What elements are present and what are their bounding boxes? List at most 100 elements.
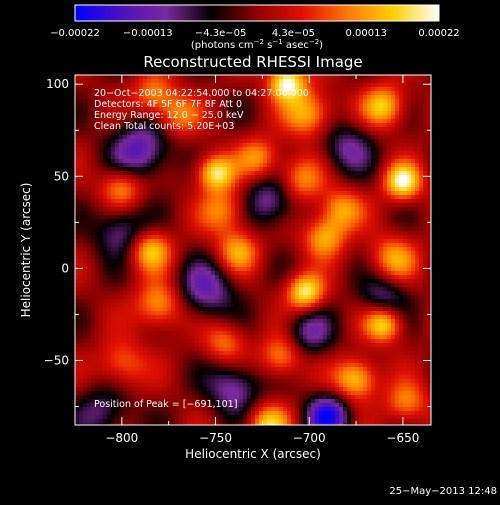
heatmap-pixel bbox=[123, 203, 128, 208]
heatmap-pixel bbox=[395, 211, 400, 216]
heatmap-pixel bbox=[251, 287, 256, 292]
heatmap-pixel bbox=[259, 223, 264, 228]
heatmap-pixel bbox=[135, 215, 140, 220]
heatmap-pixel bbox=[155, 195, 160, 200]
heatmap-pixel bbox=[159, 139, 164, 144]
heatmap-pixel bbox=[347, 191, 352, 196]
heatmap-pixel bbox=[219, 251, 224, 256]
heatmap-pixel bbox=[171, 95, 176, 100]
heatmap-pixel bbox=[211, 167, 216, 172]
heatmap-pixel bbox=[127, 119, 132, 124]
heatmap-pixel bbox=[323, 127, 328, 132]
heatmap-pixel bbox=[99, 247, 104, 252]
heatmap-pixel bbox=[87, 239, 92, 244]
heatmap-pixel bbox=[143, 87, 148, 92]
heatmap-pixel bbox=[327, 123, 332, 128]
heatmap-pixel bbox=[107, 251, 112, 256]
heatmap-pixel bbox=[279, 247, 284, 252]
heatmap-pixel bbox=[163, 131, 168, 136]
heatmap-pixel bbox=[223, 227, 228, 232]
heatmap-pixel bbox=[391, 99, 396, 104]
heatmap-pixel bbox=[259, 159, 264, 164]
heatmap-pixel bbox=[287, 199, 292, 204]
heatmap-pixel bbox=[151, 291, 156, 296]
heatmap-pixel bbox=[115, 83, 120, 88]
heatmap-pixel bbox=[115, 167, 120, 172]
heatmap-pixel bbox=[331, 155, 336, 160]
heatmap-pixel bbox=[111, 191, 116, 196]
heatmap-pixel bbox=[223, 195, 228, 200]
heatmap-pixel bbox=[207, 131, 212, 136]
heatmap-pixel bbox=[215, 155, 220, 160]
heatmap-pixel bbox=[107, 183, 112, 188]
heatmap-pixel bbox=[395, 127, 400, 132]
heatmap-pixel bbox=[375, 211, 380, 216]
heatmap-pixel bbox=[387, 167, 392, 172]
heatmap-pixel bbox=[231, 287, 236, 292]
heatmap-pixel bbox=[403, 199, 408, 204]
heatmap-pixel bbox=[83, 231, 88, 236]
heatmap-pixel bbox=[167, 219, 172, 224]
heatmap-pixel bbox=[371, 179, 376, 184]
heatmap-pixel bbox=[307, 119, 312, 124]
heatmap-pixel bbox=[191, 183, 196, 188]
heatmap-pixel bbox=[307, 111, 312, 116]
heatmap-pixel bbox=[355, 115, 360, 120]
heatmap-pixel bbox=[263, 263, 268, 268]
heatmap-pixel bbox=[79, 111, 84, 116]
heatmap-pixel bbox=[279, 295, 284, 300]
heatmap-pixel bbox=[255, 187, 260, 192]
heatmap-pixel bbox=[107, 83, 112, 88]
heatmap-pixel bbox=[227, 151, 232, 156]
heatmap-pixel bbox=[311, 179, 316, 184]
heatmap-pixel bbox=[107, 227, 112, 232]
heatmap-pixel bbox=[299, 267, 304, 272]
heatmap-pixel bbox=[283, 179, 288, 184]
heatmap-pixel bbox=[83, 287, 88, 292]
heatmap-pixel bbox=[335, 83, 340, 88]
heatmap-pixel bbox=[311, 123, 316, 128]
heatmap-pixel bbox=[231, 291, 236, 296]
heatmap-pixel bbox=[79, 155, 84, 160]
heatmap-pixel bbox=[147, 99, 152, 104]
heatmap-pixel bbox=[119, 191, 124, 196]
heatmap-pixel bbox=[295, 287, 300, 292]
heatmap-pixel bbox=[219, 219, 224, 224]
heatmap-pixel bbox=[179, 139, 184, 144]
heatmap-pixel bbox=[191, 275, 196, 280]
heatmap-pixel bbox=[339, 131, 344, 136]
heatmap-pixel bbox=[171, 259, 176, 264]
heatmap-pixel bbox=[211, 115, 216, 120]
heatmap-pixel bbox=[195, 103, 200, 108]
heatmap-pixel bbox=[167, 259, 172, 264]
heatmap-pixel bbox=[127, 207, 132, 212]
heatmap-pixel bbox=[287, 135, 292, 140]
heatmap-pixel bbox=[215, 147, 220, 152]
heatmap-pixel bbox=[407, 251, 412, 256]
heatmap-pixel bbox=[355, 207, 360, 212]
heatmap-pixel bbox=[299, 79, 304, 84]
heatmap-pixel bbox=[271, 267, 276, 272]
heatmap-pixel bbox=[291, 151, 296, 156]
heatmap-pixel bbox=[383, 211, 388, 216]
heatmap-pixel bbox=[127, 255, 132, 260]
heatmap-pixel bbox=[291, 283, 296, 288]
heatmap-pixel bbox=[243, 251, 248, 256]
heatmap-pixel bbox=[215, 175, 220, 180]
heatmap-pixel bbox=[383, 83, 388, 88]
heatmap-pixel bbox=[331, 119, 336, 124]
heatmap-pixel bbox=[399, 215, 404, 220]
heatmap-pixel bbox=[107, 247, 112, 252]
heatmap-pixel bbox=[375, 79, 380, 84]
heatmap-pixel bbox=[311, 203, 316, 208]
heatmap-pixel bbox=[391, 115, 396, 120]
heatmap-pixel bbox=[155, 79, 160, 84]
heatmap-pixel bbox=[147, 151, 152, 156]
heatmap-pixel bbox=[343, 219, 348, 224]
heatmap-pixel bbox=[411, 199, 416, 204]
heatmap-pixel bbox=[211, 219, 216, 224]
heatmap-pixel bbox=[99, 159, 104, 164]
heatmap-pixel bbox=[367, 187, 372, 192]
heatmap-pixel bbox=[199, 255, 204, 260]
heatmap-pixel bbox=[239, 291, 244, 296]
